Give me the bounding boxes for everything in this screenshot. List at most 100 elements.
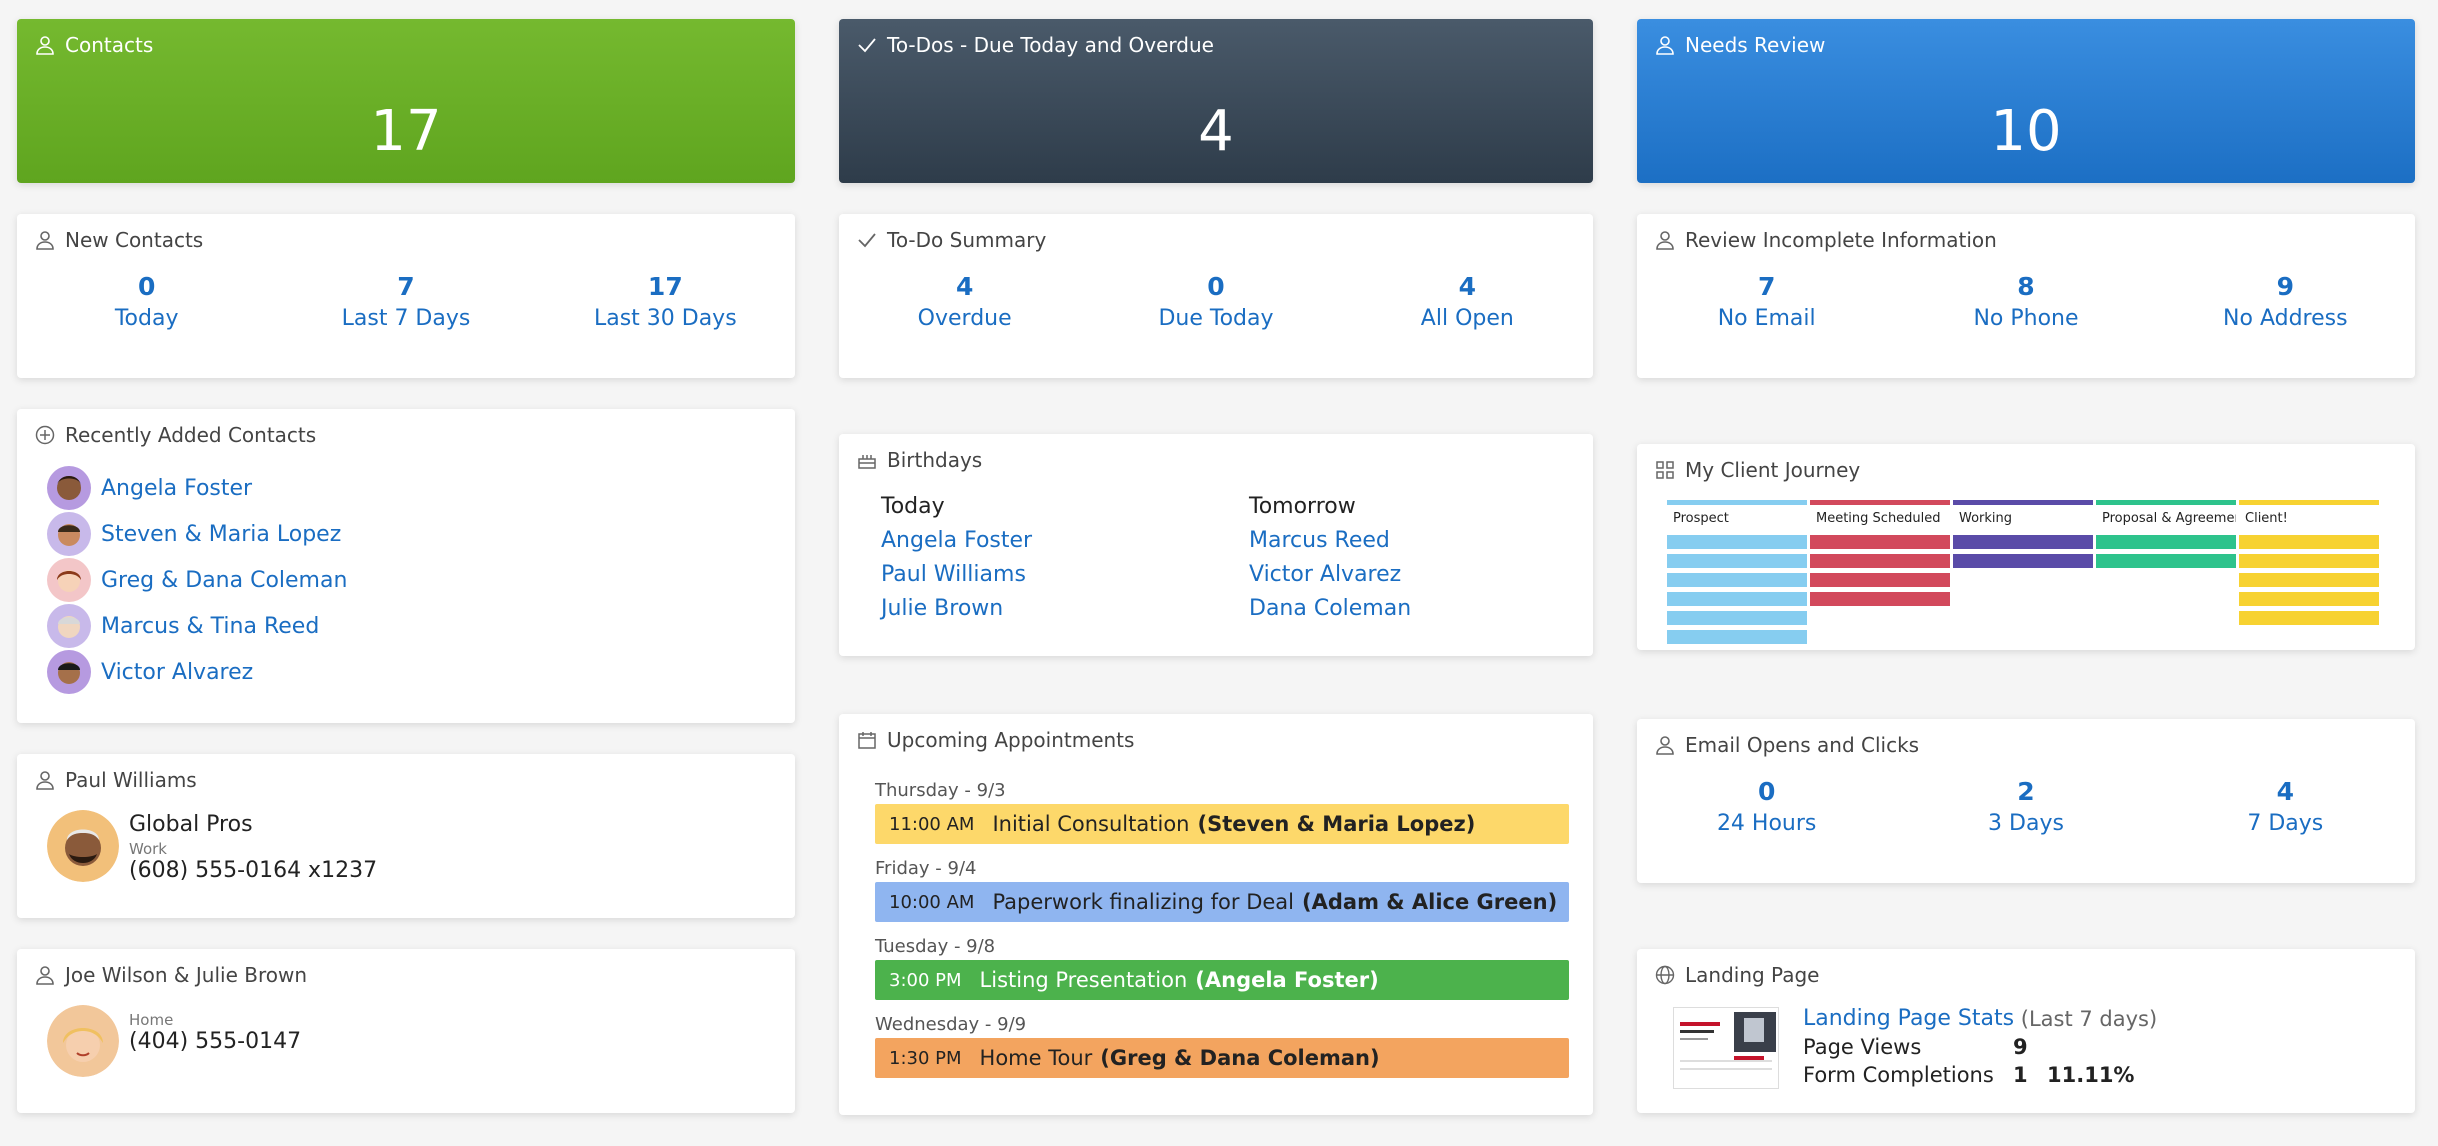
birthday-link[interactable]: Victor Alvarez [1249,562,1402,587]
needs-review-hero-count: 10 [1990,99,2062,164]
paul-williams-title: Paul Williams [65,768,197,792]
journey-card[interactable] [2096,554,2236,568]
stat-no-email[interactable]: 7 No Email [1717,272,1816,331]
journey-card[interactable] [1810,535,1950,549]
journey-card[interactable] [1810,573,1950,587]
journey-card[interactable] [1667,592,1807,606]
birthday-link[interactable]: Paul Williams [881,562,1026,587]
form-completion-rate: 11.11% [2047,1063,2135,1087]
journey-card[interactable] [2239,554,2379,568]
appointment-desc: Listing Presentation [979,968,1188,992]
journey-card[interactable] [1667,611,1807,625]
grid-icon [1655,460,1675,480]
birthday-link[interactable]: Marcus Reed [1249,528,1390,553]
stat-today[interactable]: 0 Today [114,272,179,331]
journey-card[interactable] [1810,554,1950,568]
todos-hero-card[interactable]: To-Dos - Due Today and Overdue 4 [839,19,1593,183]
contact-link[interactable]: Greg & Dana Coleman [101,567,348,593]
birthday-link[interactable]: Julie Brown [881,596,1004,621]
contacts-hero-card[interactable]: Contacts 17 [17,19,795,183]
list-item[interactable]: Victor Alvarez [47,649,347,695]
journey-card[interactable] [2239,535,2379,549]
birthdays-title: Birthdays [887,448,983,472]
new-contacts-card: New Contacts 0 Today 7 Last 7 Days 17 Last … [17,214,795,378]
journey-stage[interactable]: Proposal & Agreement [2096,500,2236,644]
stat-24-hours[interactable]: 0 24 Hours [1716,777,1817,836]
birthday-link[interactable]: Dana Coleman [1249,596,1412,621]
journey-card[interactable] [2239,592,2379,606]
journey-stage[interactable]: Meeting Scheduled [1810,500,1950,644]
appointment-desc: Initial Consultation [992,812,1190,836]
plus-circle-icon [35,425,55,445]
stat-no-address[interactable]: 9 No Address [2223,272,2348,331]
journey-card[interactable] [1667,535,1807,549]
avatar [47,604,91,648]
list-item[interactable]: Steven & Maria Lopez [47,511,347,557]
check-icon [857,230,877,250]
landing-page-thumbnail[interactable] [1673,1007,1779,1089]
joe-julie-title: Joe Wilson & Julie Brown [65,963,308,987]
appointment-item[interactable]: 1:30 PM Home Tour (Greg & Dana Coleman) [875,1038,1569,1078]
person-icon [35,770,55,790]
birthday-link[interactable]: Angela Foster [881,528,1033,553]
journey-card[interactable] [1810,592,1950,606]
journey-card[interactable] [2239,573,2379,587]
contact-link[interactable]: Marcus & Tina Reed [101,613,320,639]
appointment-time: 3:00 PM [889,969,962,991]
journey-stage-label: Client! [2239,500,2379,530]
needs-review-hero-card[interactable]: Needs Review 10 [1637,19,2415,183]
appointment-day: Friday - 9/4 [875,858,977,879]
journey-card[interactable] [1953,554,2093,568]
landing-page-stats-link[interactable]: Landing Page Stats [1803,1006,2015,1031]
recently-added-card: Recently Added Contacts Angela Foster St… [17,409,795,723]
person-icon [1655,735,1675,755]
stat-no-phone[interactable]: 8 No Phone [1973,272,2079,331]
appointment-item[interactable]: 11:00 AM Initial Consultation (Steven & … [875,804,1569,844]
contact-link[interactable]: Victor Alvarez [101,659,254,685]
appointment-day: Wednesday - 9/9 [875,1014,1027,1035]
journey-card[interactable] [1667,630,1807,644]
stat-due-today[interactable]: 0 Due Today [1158,272,1274,331]
stat-overdue[interactable]: 4 Overdue [917,272,1012,331]
client-journey-title: My Client Journey [1685,458,1861,482]
contact-link[interactable]: Angela Foster [101,475,253,501]
appointments-title: Upcoming Appointments [887,728,1135,752]
journey-stage[interactable]: Prospect [1667,500,1807,644]
contact-link[interactable]: Steven & Maria Lopez [101,521,342,547]
person-icon [1655,35,1675,55]
appointment-item[interactable]: 10:00 AM Paperwork finalizing for Deal (… [875,882,1569,922]
stat-all-open[interactable]: 4 All Open [1420,272,1514,331]
list-item[interactable]: Marcus & Tina Reed [47,603,347,649]
list-item[interactable]: Greg & Dana Coleman [47,557,347,603]
appointment-desc: Paperwork finalizing for Deal [992,890,1295,914]
phone-number[interactable]: (404) 555-0147 [129,1029,302,1054]
birthdays-today-heading: Today [881,494,945,519]
review-incomplete-card: Review Incomplete Information 7 No Email … [1637,214,2415,378]
cake-icon [857,450,877,470]
landing-page-card: Landing Page Landing Page Stats (Last 7 … [1637,949,2415,1113]
appointments-card: Upcoming Appointments Thursday - 9/3 11:… [839,714,1593,1115]
appointment-who: (Angela Foster) [1195,968,1379,992]
journey-card[interactable] [2239,611,2379,625]
review-incomplete-title: Review Incomplete Information [1685,228,1997,252]
journey-stage[interactable]: Working [1953,500,2093,644]
person-icon [1655,230,1675,250]
email-opens-title: Email Opens and Clicks [1685,733,1920,757]
journey-stage-label: Prospect [1667,500,1807,530]
journey-card[interactable] [1953,535,2093,549]
journey-card[interactable] [1667,554,1807,568]
stat-last-7-days[interactable]: 7 Last 7 Days [341,272,471,331]
appointment-item[interactable]: 3:00 PM Listing Presentation (Angela Fos… [875,960,1569,1000]
landing-page-period: (Last 7 days) [2020,1007,2158,1031]
todo-summary-title: To-Do Summary [887,228,1047,252]
list-item[interactable]: Angela Foster [47,465,347,511]
contacts-hero-count: 17 [370,99,442,164]
journey-card[interactable] [1667,573,1807,587]
journey-stage[interactable]: Client! [2239,500,2379,644]
journey-card[interactable] [2096,535,2236,549]
appointment-time: 11:00 AM [889,813,975,835]
stat-last-30-days[interactable]: 17 Last 30 Days [593,272,737,331]
phone-number[interactable]: (608) 555-0164 x1237 [129,858,378,883]
